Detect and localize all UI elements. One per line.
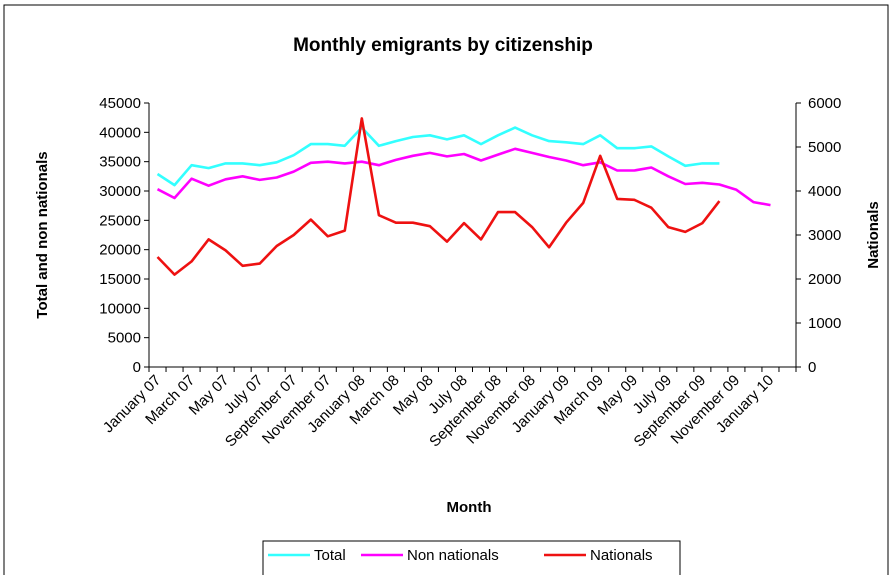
y-tick-label: 10000: [99, 300, 141, 317]
y2-tick-label: 2000: [808, 271, 841, 288]
legend: Total Non nationals Nationals: [262, 540, 681, 577]
y2-tick-label: 5000: [808, 139, 841, 156]
y-tick-label: 15000: [99, 271, 141, 288]
series-line-total: [156, 126, 720, 187]
y2-tick-label: 1000: [808, 315, 841, 332]
chart-title: Monthly emigrants by citizenship: [293, 35, 593, 56]
y-tick-label: 0: [133, 359, 141, 376]
legend-label-total: Total: [314, 547, 346, 564]
chart-border: [3, 4, 889, 580]
legend-box: [262, 540, 681, 577]
series-group: [156, 117, 771, 276]
y-tick-label: 25000: [99, 212, 141, 229]
y-tick-label: 40000: [99, 124, 141, 141]
y2-tick-label: 6000: [808, 95, 841, 112]
y2-axis-title: Nationals: [865, 201, 882, 269]
y2-tick-label: 3000: [808, 227, 841, 244]
y2-tick-label: 4000: [808, 183, 841, 200]
y-tick-label: 5000: [108, 330, 141, 347]
y2-tick-label: 0: [808, 359, 816, 376]
series-line-nationals: [156, 117, 721, 276]
y-tick-label: 35000: [99, 154, 141, 171]
y-tick-label: 30000: [99, 183, 141, 200]
y-tick-label: 45000: [99, 95, 141, 112]
legend-label-nationals: Nationals: [590, 547, 653, 564]
y-axis-title: Total and non nationals: [34, 151, 51, 318]
legend-label-non-nationals: Non nationals: [407, 547, 499, 564]
series-line-non-nationals: [156, 147, 771, 207]
x-axis-title: Month: [447, 499, 492, 516]
y-tick-label: 20000: [99, 242, 141, 259]
